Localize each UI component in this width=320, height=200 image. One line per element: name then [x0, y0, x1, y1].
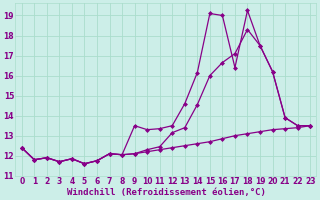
X-axis label: Windchill (Refroidissement éolien,°C): Windchill (Refroidissement éolien,°C) — [67, 188, 265, 197]
